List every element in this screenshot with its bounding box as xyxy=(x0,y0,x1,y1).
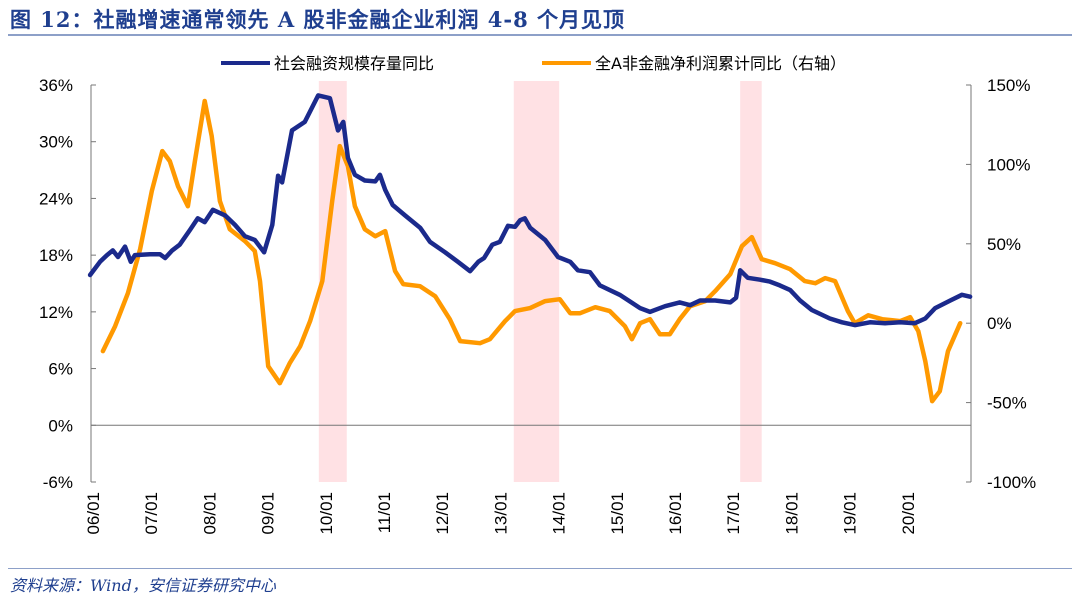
series-line-nonfinancial-profit xyxy=(100,98,963,404)
x-tick-label: 10/01 xyxy=(317,492,336,535)
left-tick-label: -6% xyxy=(43,473,73,492)
x-tick-label: 12/01 xyxy=(433,492,452,535)
left-tick-label: 6% xyxy=(48,360,73,379)
left-tick-label: 0% xyxy=(48,416,73,435)
x-tick-label: 15/01 xyxy=(608,492,627,535)
x-tick-label: 08/01 xyxy=(200,492,219,535)
left-tick-label: 12% xyxy=(39,303,73,322)
x-tick-label: 11/01 xyxy=(375,492,394,533)
x-tick-label: 18/01 xyxy=(782,492,801,535)
right-tick-label: -100% xyxy=(987,473,1036,492)
x-tick-label: 13/01 xyxy=(491,492,510,535)
source-divider xyxy=(8,568,1072,569)
x-tick-label: 14/01 xyxy=(550,492,569,535)
axes: 36% 30% 24% 18% 12% 6% 0% -6% 150% 100% 50% 0% -50% -… xyxy=(39,76,1036,535)
x-tick-label: 19/01 xyxy=(841,492,860,535)
right-tick-label: 50% xyxy=(987,235,1021,254)
legend-label-profit: 全A非金融净利润累计同比（右轴） xyxy=(595,54,846,73)
right-tick-label: 100% xyxy=(987,155,1030,174)
x-tick-label: 17/01 xyxy=(724,492,743,535)
source-note: 资料来源：Wind，安信证券研究中心 xyxy=(10,576,276,595)
legend: 社会融资规模存量同比 全A非金融净利润累计同比（右轴） xyxy=(221,54,846,73)
left-tick-label: 24% xyxy=(39,189,73,208)
chart-title: 图 12：社融增速通常领先 A 股非金融企业利润 4-8 个月见顶 xyxy=(10,7,626,32)
left-tick-label: 30% xyxy=(39,133,73,152)
shaded-period xyxy=(513,81,560,482)
shaded-periods xyxy=(318,81,762,482)
x-tick-label: 06/01 xyxy=(84,492,103,535)
title-divider xyxy=(8,34,1072,36)
x-tick-label: 16/01 xyxy=(666,492,685,535)
series-line-social-financing xyxy=(87,93,973,328)
legend-label-sf: 社会融资规模存量同比 xyxy=(274,54,434,73)
right-tick-label: 150% xyxy=(987,76,1030,95)
left-tick-label: 18% xyxy=(39,246,73,265)
x-tick-label: 07/01 xyxy=(142,492,161,535)
series-lines xyxy=(87,93,973,404)
shaded-period xyxy=(740,81,762,482)
x-tick-label: 09/01 xyxy=(259,492,278,535)
left-tick-label: 36% xyxy=(39,76,73,95)
right-tick-label: 0% xyxy=(987,314,1012,333)
x-tick-label: 20/01 xyxy=(899,492,918,535)
right-tick-label: -50% xyxy=(987,394,1027,413)
